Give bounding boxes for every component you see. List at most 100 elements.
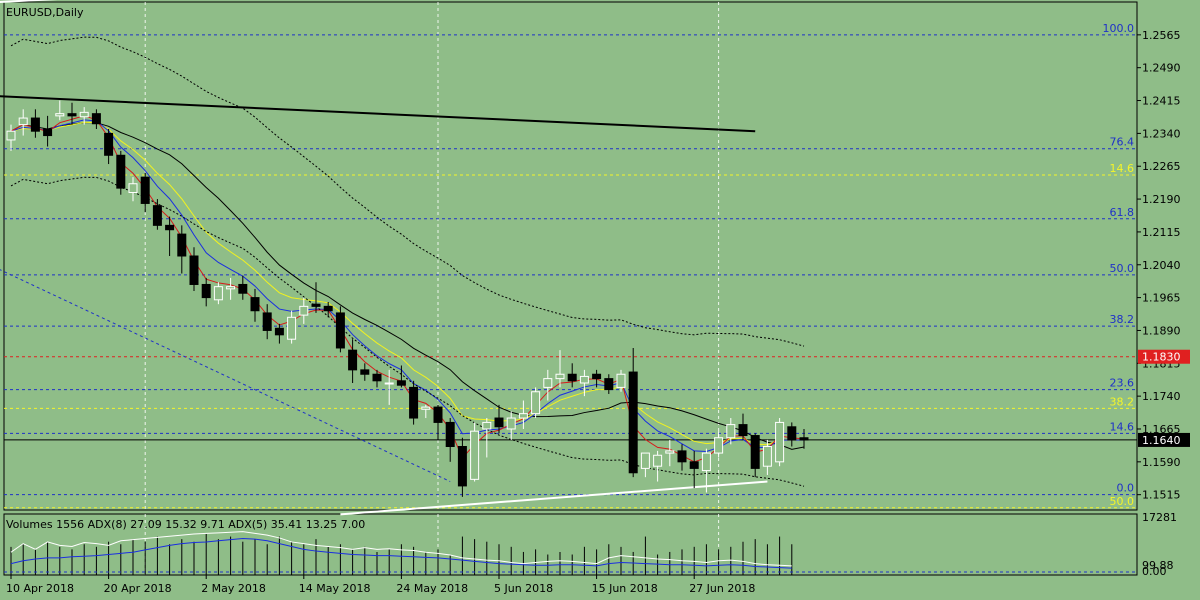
fib-level-label: 76.4: [1110, 136, 1135, 149]
chart-title: EURUSD,Daily: [6, 6, 84, 19]
price-tick-label: 1.2490: [1142, 62, 1181, 75]
marked-price-label: 1.1830: [1142, 351, 1181, 364]
candle-body: [738, 424, 748, 437]
candle-body: [775, 421, 785, 463]
candle-body: [445, 421, 455, 447]
candle-body: [299, 305, 309, 316]
trendline-black: [0, 95, 756, 133]
trendline-white: [340, 480, 768, 516]
fib-level-label: 50.0: [1110, 262, 1135, 275]
candle-body: [201, 283, 211, 299]
time-tick-label: 27 Jun 2018: [689, 582, 755, 595]
candle-body: [579, 375, 589, 384]
price-tick-label: 1.2340: [1142, 127, 1181, 140]
time-tick-label: 10 Apr 2018: [6, 582, 74, 595]
candle-body: [30, 117, 40, 132]
price-tick-label: 1.2415: [1142, 95, 1181, 108]
fib-level-label: 23.6: [1110, 377, 1135, 390]
current-price-label: 1.1640: [1142, 434, 1181, 447]
trendline-white: [0, 0, 58, 3]
candle-body: [189, 255, 199, 285]
candle-body: [433, 406, 443, 423]
main-grid: [3, 1, 1138, 576]
candle-body: [531, 391, 541, 415]
fib-level-label: 14.6: [1110, 420, 1135, 433]
candle-body: [43, 128, 53, 137]
candle-body: [18, 117, 28, 126]
candle-body: [262, 312, 272, 331]
candle-body: [213, 286, 223, 301]
price-tick-label: 1.1590: [1142, 456, 1181, 469]
candle-body: [116, 154, 126, 189]
time-tick-label: 15 Jun 2018: [592, 582, 658, 595]
price-tick-label: 1.1740: [1142, 390, 1181, 403]
candle-body: [762, 446, 772, 467]
fib-level-label: 14.6: [1110, 162, 1135, 175]
candle-body: [274, 327, 284, 336]
candle-body: [384, 382, 394, 385]
indicator-label: Volumes 1556 ADX(8) 27.09 15.32 9.71 ADX…: [6, 518, 365, 531]
candle-body: [799, 437, 809, 441]
price-axis: 1.2565 1.2490 1.2415 1.2340 1.2265 1.2190 1.21…: [1137, 29, 1190, 502]
candle-body: [55, 113, 65, 117]
ma-yellow-line: [10, 121, 805, 446]
candle-body: [567, 373, 577, 382]
candle-body: [152, 205, 162, 226]
current-price-box: [1138, 432, 1190, 447]
indicator-tick-label: 99.88: [1142, 559, 1174, 572]
candle-body: [787, 426, 797, 441]
time-tick-label: 14 May 2018: [299, 582, 371, 595]
price-tick-label: 1.2265: [1142, 160, 1181, 173]
time-tick-label: 2 May 2018: [201, 582, 266, 595]
trendline-blue: [0, 269, 451, 482]
candle-body: [714, 437, 724, 454]
indicator-frame: [3, 513, 1138, 576]
candle-body: [726, 424, 736, 439]
candle-body: [750, 435, 760, 469]
candle-body: [128, 183, 138, 193]
ma-black-line: [10, 122, 805, 450]
candle-body: [677, 450, 687, 463]
candle-body: [518, 413, 528, 419]
price-tick-label: 1.2115: [1142, 226, 1181, 239]
candle-body: [470, 430, 480, 480]
main-frame: [3, 1, 1138, 511]
candle-body: [6, 130, 16, 141]
candle-body: [494, 417, 504, 428]
candle-body: [67, 113, 77, 117]
candle-body: [140, 176, 150, 204]
price-tick-label: 1.2190: [1142, 193, 1181, 206]
price-tick-label: 1.1665: [1142, 423, 1181, 436]
candle-body: [457, 446, 467, 487]
candle-body: [372, 373, 382, 382]
indicator-tick-label: 17281: [1142, 511, 1177, 524]
trend-lines: [0, 0, 768, 516]
candle-body: [226, 286, 236, 290]
marked-price-box: [1138, 349, 1190, 364]
indicator-tick-label: 0.00: [1142, 565, 1167, 578]
indicator-panel: 17281 99.880.00: [4, 511, 1177, 578]
fib-level-label: 50.0: [1110, 495, 1135, 508]
price-tick-label: 1.1515: [1142, 489, 1181, 502]
fib-level-label: 38.2: [1110, 313, 1135, 326]
price-tick-label: 1.1965: [1142, 292, 1181, 305]
fib-level-label: 61.8: [1110, 206, 1135, 219]
adx-blue-line: [10, 538, 792, 569]
candle-body: [482, 421, 492, 430]
candle-body: [323, 305, 333, 312]
envelope-lower-line: [10, 176, 805, 487]
candle-body: [616, 373, 626, 388]
fibonacci-levels: 100.0 76.4 14.6 61.8 50.0 38.2 23.6 38.2 14.6 0.0…: [4, 22, 1137, 509]
candle-body: [665, 450, 675, 454]
price-tick-label: 1.2040: [1142, 259, 1181, 272]
envelope-upper-line: [10, 36, 805, 347]
candle-body: [311, 303, 321, 307]
candle-body: [409, 386, 419, 419]
fib-level-label: 0.0: [1117, 482, 1135, 495]
candle-body: [555, 373, 565, 380]
candle-body: [250, 297, 260, 312]
candle-body: [165, 224, 175, 231]
adx-white-line: [10, 531, 792, 567]
